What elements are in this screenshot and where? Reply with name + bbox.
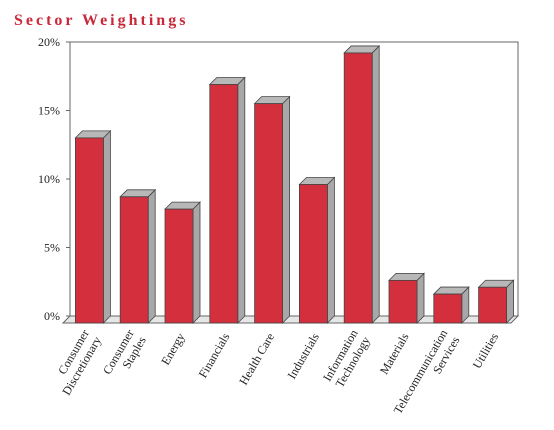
y-tick-label: 20% — [38, 35, 60, 49]
y-tick-label: 10% — [38, 172, 60, 186]
bar — [208, 76, 246, 324]
bar-side — [192, 201, 201, 324]
x-category-line: Financials — [196, 330, 233, 380]
x-category-line: Energy — [158, 331, 187, 368]
bar-front — [209, 84, 239, 324]
bar — [298, 176, 336, 324]
bar-front — [478, 286, 508, 324]
x-category-line: Industrials — [285, 330, 323, 381]
x-category-line: Utilities — [470, 330, 502, 371]
x-category-label: Utilities — [470, 330, 502, 371]
bar-side — [282, 95, 291, 324]
x-category-label: Energy — [158, 331, 187, 368]
bar-side — [326, 176, 335, 324]
bar-front — [298, 184, 328, 324]
x-category-label: ConsumerStaples — [100, 327, 149, 384]
y-tick-label: 5% — [44, 241, 60, 255]
x-category-line: Materials — [377, 330, 412, 377]
y-tick-label: 0% — [44, 309, 60, 323]
y-axis: 0% 5% 10% 15% 20% — [38, 35, 70, 323]
bar — [477, 279, 515, 324]
bar — [343, 44, 381, 324]
bar — [74, 129, 112, 324]
x-category-label: Health Care — [236, 331, 277, 388]
bar-front — [119, 196, 149, 324]
bar — [119, 188, 157, 324]
bar-side — [147, 188, 156, 324]
bar-side — [416, 272, 425, 324]
y-tick-label: 15% — [38, 104, 60, 118]
x-category-label: Materials — [377, 330, 412, 377]
bar-front — [388, 279, 418, 324]
x-category-label: Industrials — [285, 330, 323, 381]
bar-front — [343, 52, 373, 324]
bar — [432, 286, 470, 324]
bar — [164, 201, 201, 324]
bar-side — [237, 76, 246, 324]
bar-front — [433, 293, 463, 324]
x-category-label: ConsumerDiscretionary — [47, 327, 104, 398]
bar-front — [164, 208, 194, 324]
chart-title: Sector Weightings — [14, 12, 189, 29]
bars-group — [74, 44, 515, 324]
x-category-line: Health Care — [236, 331, 277, 388]
bar — [388, 272, 425, 324]
x-category-label: Financials — [196, 330, 233, 380]
x-category-label: InformationTechnology — [320, 327, 373, 391]
bar-front — [254, 103, 284, 324]
bar — [253, 95, 291, 324]
bar-side — [371, 44, 380, 324]
bar-front — [75, 137, 104, 324]
bar-side — [103, 129, 111, 324]
